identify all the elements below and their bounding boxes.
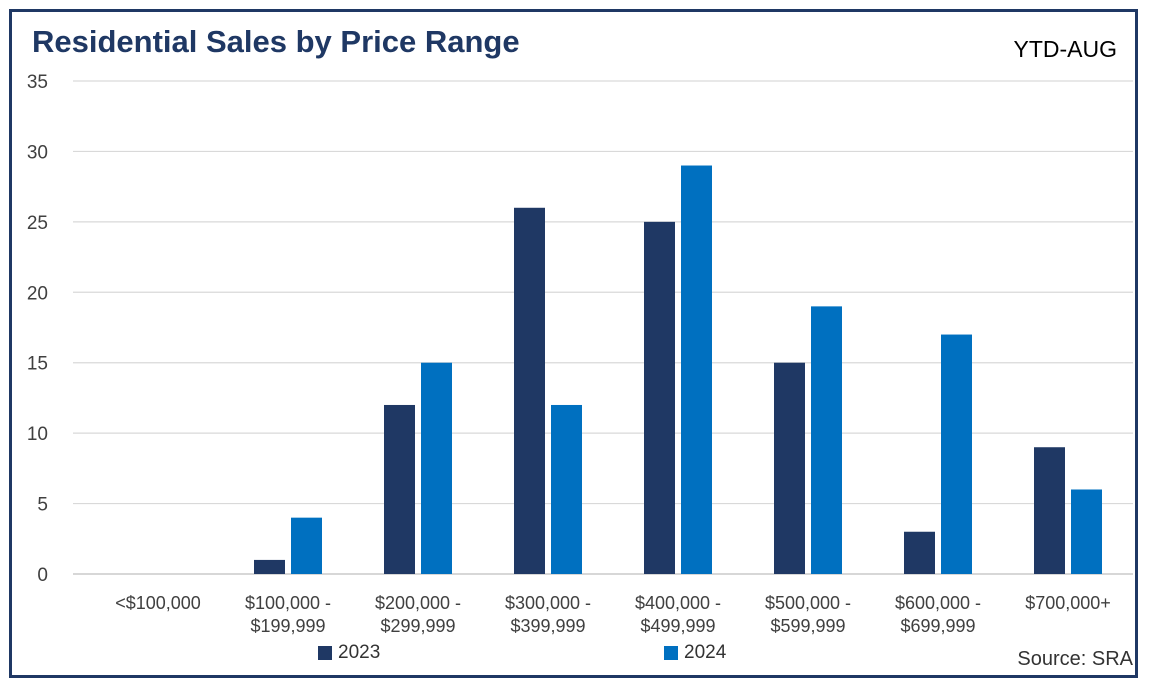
x-tick-label: $300,000 -$399,999 (505, 593, 591, 636)
y-tick-label: 35 (27, 72, 48, 93)
legend-label: 2023 (338, 642, 381, 663)
bar-2023 (384, 404, 415, 574)
bar-2024 (291, 517, 322, 574)
x-tick-label: $700,000+ (1025, 593, 1111, 613)
period-label: YTD-AUG (1013, 36, 1118, 62)
x-tick-label: $400,000 -$499,999 (635, 593, 721, 636)
y-tick-label: 5 (37, 495, 48, 516)
bars (254, 165, 1102, 574)
y-tick-label: 10 (27, 424, 48, 445)
x-tick-label: $600,000 -$699,999 (895, 593, 981, 636)
chart-title: Residential Sales by Price Range (32, 24, 520, 59)
bar-2023 (1034, 447, 1065, 574)
y-tick-label: 0 (37, 565, 48, 586)
legend-label: 2024 (684, 642, 727, 663)
chart-frame (9, 9, 1138, 678)
bar-2024 (551, 404, 582, 574)
bar-2023 (774, 362, 805, 574)
x-tick-label: <$100,000 (115, 593, 201, 613)
legend-swatch (318, 646, 332, 660)
bar-2024 (421, 362, 452, 574)
bar-2024 (941, 334, 972, 574)
bar-2023 (904, 531, 935, 574)
bar-2023 (254, 559, 285, 574)
source-note: Source: SRA (1017, 648, 1133, 670)
bar-2024 (1071, 489, 1102, 574)
y-tick-label: 15 (27, 354, 48, 375)
bar-2024 (811, 306, 842, 574)
y-tick-label: 30 (27, 142, 48, 163)
bar-2024 (681, 165, 712, 574)
x-tick-label: $200,000 -$299,999 (375, 593, 461, 636)
legend-item-2024: 2024 (664, 642, 726, 664)
legend-swatch (664, 646, 678, 660)
axis-labels: 0 5 10 15 20 25 30 35 <$100,000 $100,000 -$199,99… (27, 72, 1111, 636)
bar-2023 (644, 221, 675, 574)
gridlines (73, 80, 1133, 575)
y-tick-label: 20 (27, 283, 48, 304)
legend-item-2023: 2023 (318, 642, 380, 664)
legend: 2023 2024 (0, 642, 1153, 666)
y-tick-label: 25 (27, 213, 48, 234)
bar-2023 (514, 207, 545, 574)
x-tick-label: $500,000 -$599,999 (765, 593, 851, 636)
x-tick-label: $100,000 -$199,999 (245, 593, 331, 636)
